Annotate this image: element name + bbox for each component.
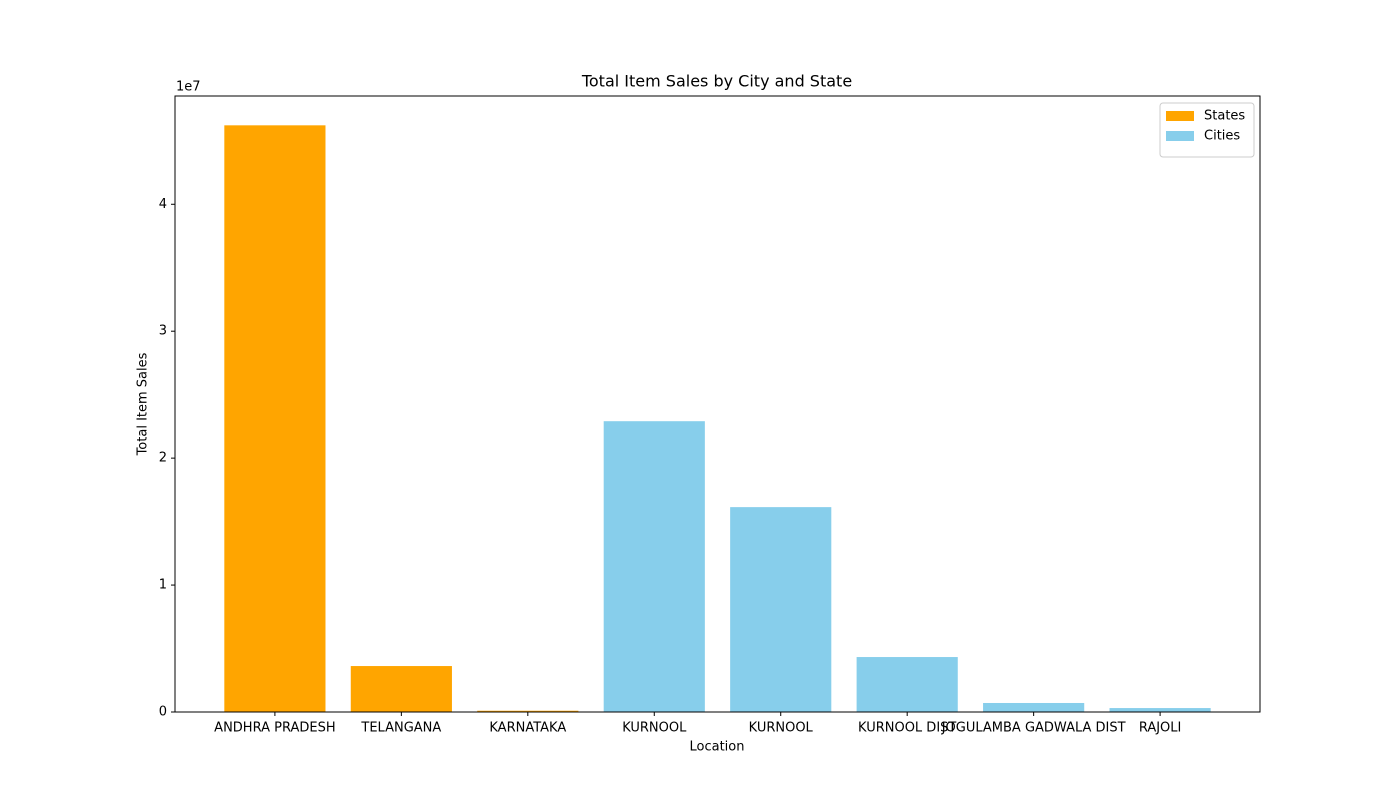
plot-frame (174, 95, 1261, 713)
x-tick-label: JOGULAMBA GADWALA DIST (941, 721, 1126, 736)
legend-label: States (1204, 109, 1245, 124)
x-tick-label: KURNOOL (749, 721, 814, 736)
bar (224, 125, 326, 713)
legend-swatch (1166, 111, 1194, 121)
x-tick-label: KURNOOL DIST (858, 721, 956, 736)
x-tick-label: KURNOOL (622, 721, 687, 736)
bar (350, 666, 452, 712)
legend-swatch (1166, 131, 1194, 141)
x-tick-label: RAJOLI (1139, 721, 1182, 736)
legend-label: Cities (1204, 129, 1240, 144)
x-axis-label: Location (690, 740, 745, 755)
x-tick-label: TELANGANA (360, 721, 441, 736)
x-tick-label: ANDHRA PRADESH (214, 721, 335, 736)
bar (477, 710, 579, 712)
bar (603, 421, 705, 712)
bar (983, 702, 1085, 712)
y-tick-label: 3 (159, 324, 167, 339)
bar (730, 507, 832, 712)
bar (1109, 708, 1211, 712)
x-tick-label: KARNATAKA (489, 721, 566, 736)
y-offset-label: 1e7 (176, 80, 201, 95)
chart-title: Total Item Sales by City and State (581, 72, 852, 91)
bar (856, 657, 958, 712)
y-tick-label: 4 (159, 197, 167, 212)
y-tick-label: 1 (159, 578, 167, 593)
y-tick-label: 2 (159, 451, 167, 466)
y-tick-label: 0 (159, 705, 167, 720)
y-axis-label: Total Item Sales (136, 352, 151, 456)
